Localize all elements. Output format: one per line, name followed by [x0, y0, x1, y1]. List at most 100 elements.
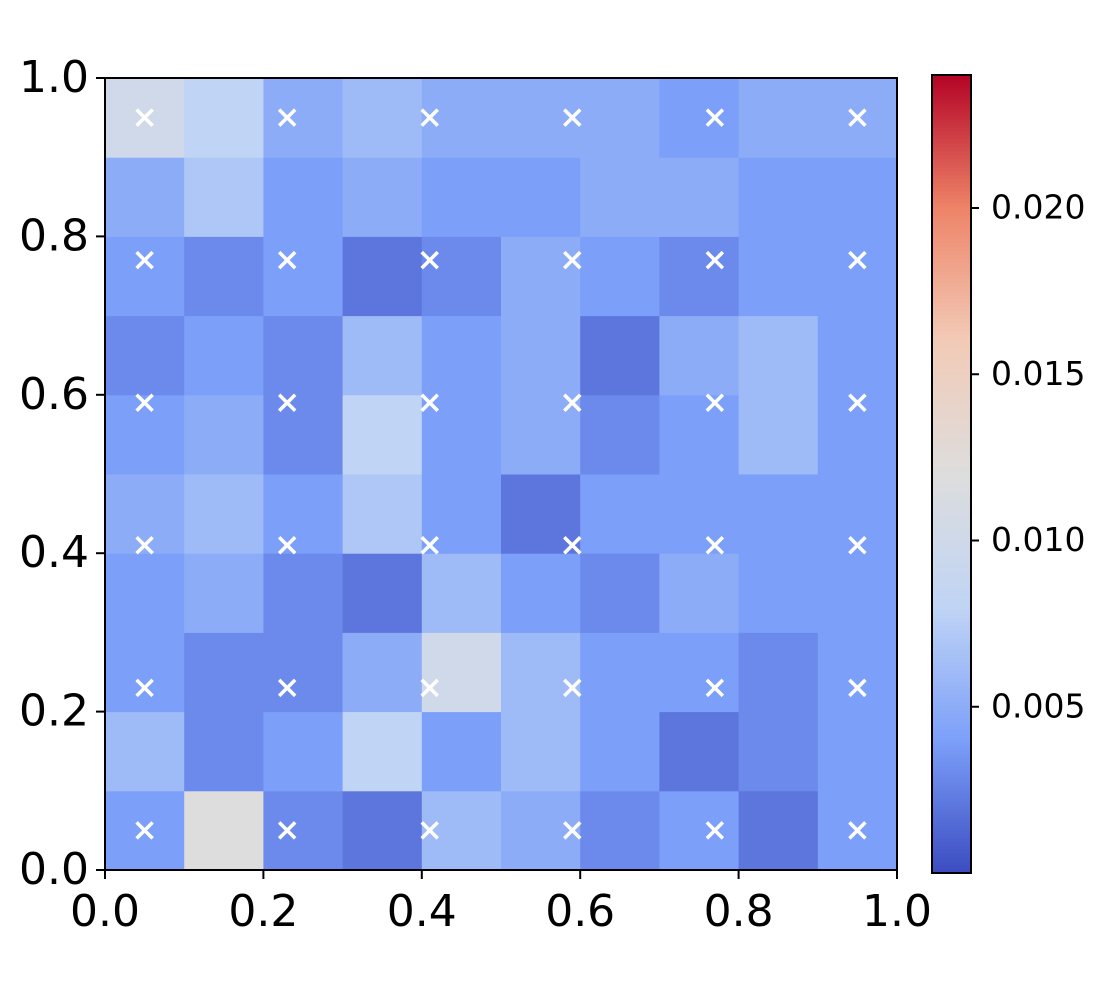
heat-cell — [342, 474, 423, 554]
point-stroke — [563, 250, 582, 270]
colorbar-step — [932, 673, 971, 679]
colorbar-step — [932, 621, 971, 627]
colorbar-step — [932, 146, 971, 152]
heat-cell — [263, 790, 344, 870]
heat-cell — [105, 553, 185, 633]
point — [563, 250, 582, 270]
point — [705, 536, 725, 555]
colorbar-step — [932, 322, 971, 327]
point — [705, 678, 725, 698]
colorbar-step — [932, 170, 971, 176]
heat-cell — [659, 78, 740, 158]
colorbar-step — [932, 493, 971, 499]
heat-cell — [263, 78, 344, 158]
colorbar-step — [932, 210, 971, 216]
point-stroke — [277, 108, 297, 127]
colorbar-step — [932, 605, 971, 611]
colorbar-step — [932, 342, 971, 347]
colorbar-step — [932, 278, 971, 284]
colorbar-step — [932, 609, 971, 615]
heat-cell — [105, 157, 185, 237]
colorbar-step — [932, 697, 971, 703]
colorbar-step — [932, 154, 971, 160]
heat-cell — [105, 474, 185, 554]
point — [420, 821, 439, 840]
y-tick-label: 0.4 — [19, 527, 89, 578]
heat-cell — [342, 78, 423, 158]
colorbar-step — [932, 517, 971, 523]
colorbar-step — [932, 358, 971, 363]
point-stroke — [563, 821, 582, 840]
colorbar-step — [932, 102, 971, 108]
colorbar-step — [932, 118, 971, 124]
colorbar-step — [932, 773, 971, 778]
colorbar-step — [932, 861, 971, 866]
heat-cell — [105, 315, 185, 396]
colorbar-step — [932, 693, 971, 699]
point — [563, 536, 582, 555]
heat-cell — [659, 236, 740, 317]
point — [420, 536, 439, 555]
colorbar-step — [932, 677, 971, 683]
x-tick-label: 0.6 — [545, 886, 615, 937]
colorbar-step — [932, 769, 971, 774]
colorbar-step — [932, 813, 971, 818]
colorbar: 0.005 0.010 0.015 0.020 — [931, 74, 1085, 874]
colorbar-step — [932, 250, 971, 256]
colorbar-step — [932, 581, 971, 587]
point-stroke — [705, 536, 725, 555]
heat-cell — [817, 632, 897, 713]
point-stroke — [420, 821, 439, 840]
heat-cell — [263, 157, 344, 237]
colorbar-tick-label: 0.015 — [991, 354, 1085, 393]
colorbar-step — [932, 366, 971, 371]
heat-cell — [184, 553, 264, 633]
colorbar-step — [932, 521, 971, 527]
colorbar-step — [932, 98, 971, 104]
heat-cell — [421, 315, 502, 396]
heat-cell — [817, 553, 897, 633]
colorbar-step — [932, 246, 971, 252]
colorbar-step — [932, 865, 971, 870]
colorbar-step — [932, 661, 971, 667]
point-stroke — [135, 250, 154, 270]
point — [135, 536, 154, 555]
colorbar-step — [932, 833, 971, 838]
colorbar-step — [932, 629, 971, 635]
heat-cell — [501, 790, 581, 870]
point-stroke — [135, 393, 154, 412]
heat-cell — [421, 236, 502, 317]
colorbar-step — [932, 186, 971, 192]
colorbar-step — [932, 194, 971, 200]
point-stroke — [705, 678, 725, 698]
colorbar-step — [932, 649, 971, 655]
colorbar-step — [932, 793, 971, 798]
point — [135, 393, 154, 412]
point — [563, 393, 582, 412]
colorbar-step — [932, 462, 971, 467]
heat-cell — [184, 632, 264, 713]
heat-cell — [580, 236, 660, 317]
colorbar-step — [932, 310, 971, 315]
point — [135, 821, 154, 840]
point-stroke — [563, 108, 582, 127]
colorbar-step — [932, 394, 971, 399]
colorbar-step — [932, 741, 971, 746]
point — [135, 250, 154, 270]
point-stroke — [848, 250, 867, 270]
colorbar-step — [932, 809, 971, 814]
colorbar-step — [932, 130, 971, 136]
colorbar-step — [932, 390, 971, 395]
colorbar-step — [932, 374, 971, 379]
colorbar-step — [932, 657, 971, 663]
colorbar-step — [932, 761, 971, 766]
colorbar-step — [932, 286, 971, 292]
x-tick-label: 1.0 — [862, 886, 932, 937]
colorbar-step — [932, 845, 971, 850]
y-tick-label: 0.6 — [19, 369, 89, 420]
colorbar-step — [932, 330, 971, 335]
point-stroke — [135, 678, 154, 698]
colorbar-step — [932, 501, 971, 507]
colorbar-step — [932, 282, 971, 288]
